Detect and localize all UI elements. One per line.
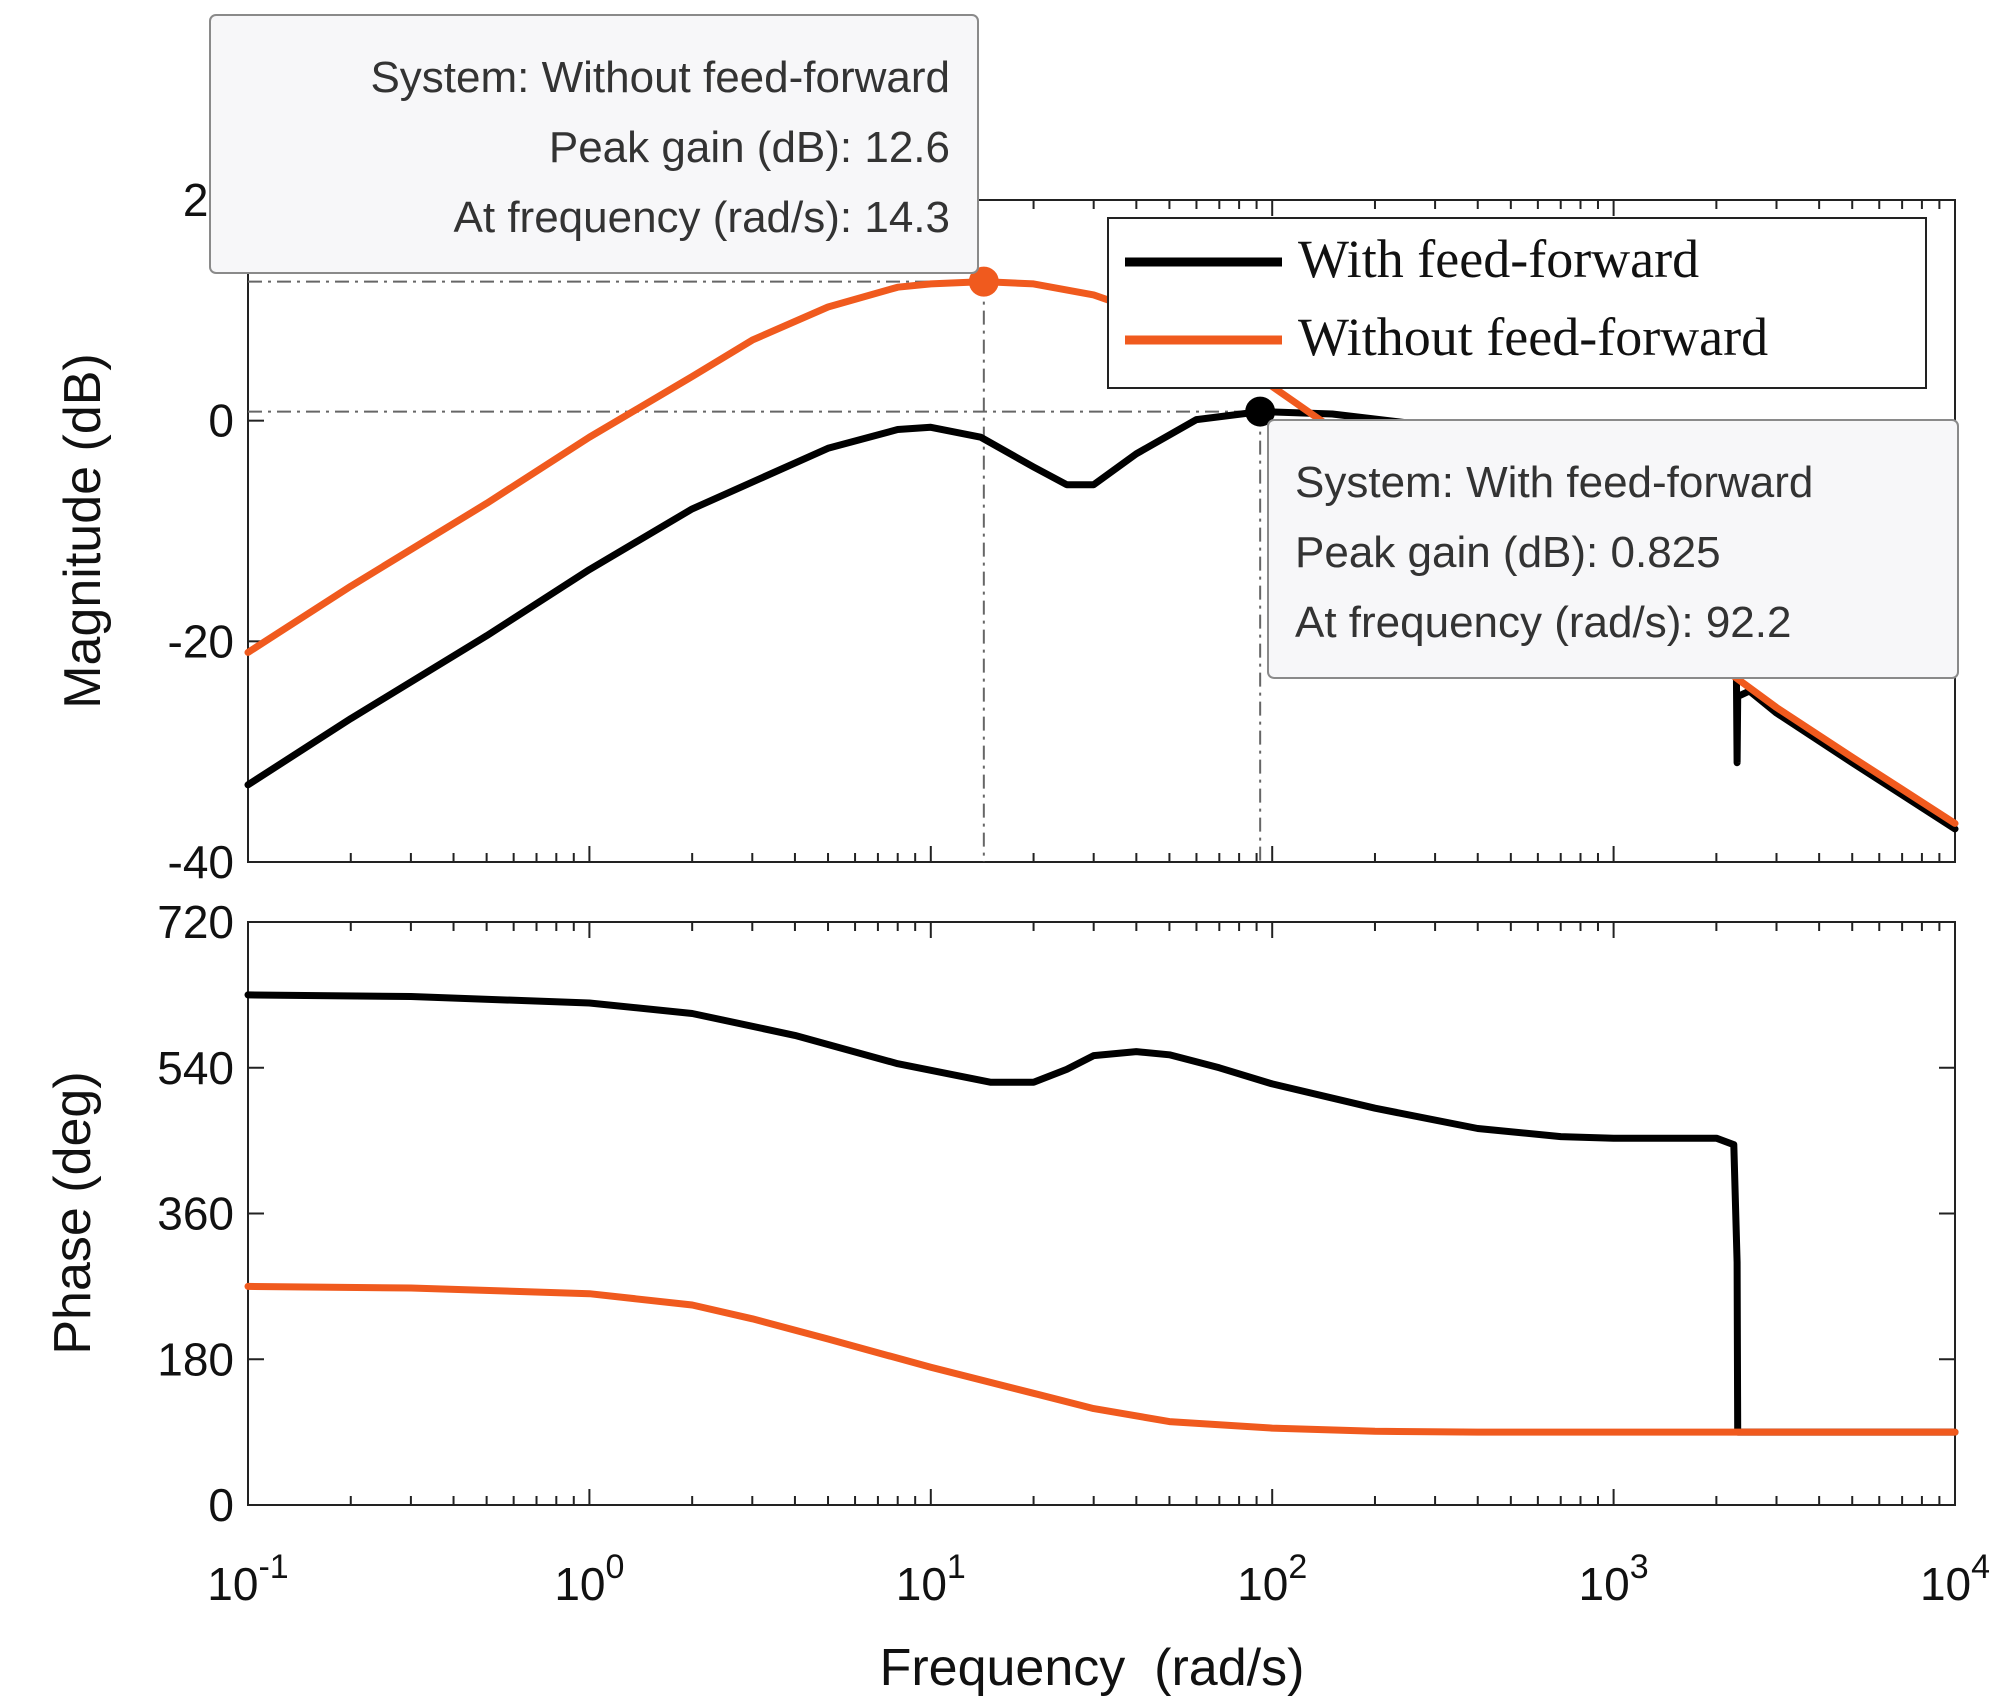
phase-x-tick-marks bbox=[247, 922, 1941, 1505]
datatip-frequency-label: At frequency (rad/s): 92.2 bbox=[1295, 598, 1791, 647]
datatip-frequency-label: At frequency (rad/s): 14.3 bbox=[454, 193, 950, 242]
legend-label-with-ff: With feed-forward bbox=[1298, 229, 1699, 289]
phase-series bbox=[244, 991, 1959, 1436]
datatip-peak-gain-label: Peak gain (dB): 12.6 bbox=[549, 123, 950, 172]
datatip-box bbox=[209, 14, 979, 274]
x-tick-label: 102 bbox=[1237, 1548, 1307, 1610]
legend-box bbox=[1107, 217, 1927, 389]
y-tick-label: 0 bbox=[208, 1479, 234, 1531]
y-tick-label: 0 bbox=[208, 395, 234, 447]
peak-markers bbox=[968, 266, 1276, 427]
magnitude-y-axis-label: Magnitude (dB) bbox=[54, 353, 112, 709]
series-line-with-feed-forward bbox=[244, 991, 1959, 1436]
datatip-without-feed-forward[interactable]: System: Without feed-forward Peak gain (… bbox=[209, 14, 979, 274]
legend-label-without-ff: Without feed-forward bbox=[1298, 307, 1768, 367]
legend: With feed-forward Without feed-forward bbox=[1107, 217, 1927, 389]
series-line-without-feed-forward bbox=[244, 1282, 1959, 1436]
x-tick-label: 103 bbox=[1579, 1548, 1649, 1610]
y-tick-label: -40 bbox=[168, 836, 234, 888]
phase-axes-frame bbox=[247, 921, 1956, 1506]
datatip-system-label: System: Without feed-forward bbox=[370, 53, 950, 102]
y-tick-label: 180 bbox=[157, 1333, 234, 1385]
phase-y-axis-label: Phase (deg) bbox=[44, 1071, 102, 1354]
datatip-system-label: System: With feed-forward bbox=[1295, 458, 1813, 507]
series-line-with-feed-forward bbox=[244, 408, 1959, 833]
x-tick-label: 104 bbox=[1920, 1548, 1990, 1610]
datatip-peak-gain-label: Peak gain (dB): 0.825 bbox=[1295, 528, 1721, 577]
y-tick-label: 540 bbox=[157, 1042, 234, 1094]
datatip-box bbox=[1267, 419, 1959, 679]
x-axis-label: Frequency (rad/s) bbox=[880, 1639, 1305, 1697]
phase-y-ticks: 0 180 360 540 720 bbox=[157, 896, 1955, 1531]
phase-panel: 0 180 360 540 720 10-1 100 101 102 103 104 Phase … bbox=[44, 896, 1990, 1697]
x-tick-labels: 10-1 100 101 102 103 104 bbox=[207, 1548, 1990, 1610]
peak-marker bbox=[1245, 396, 1276, 427]
x-tick-label: 101 bbox=[896, 1548, 966, 1610]
datatip-with-feed-forward[interactable]: System: With feed-forward Peak gain (dB)… bbox=[1267, 419, 1959, 679]
y-tick-label: 360 bbox=[157, 1188, 234, 1240]
x-tick-label: 10-1 bbox=[207, 1548, 288, 1610]
y-tick-label: -20 bbox=[168, 615, 234, 667]
x-tick-label: 100 bbox=[554, 1548, 624, 1610]
peak-marker bbox=[968, 266, 999, 297]
peak-guide-lines bbox=[248, 280, 1262, 862]
y-tick-label: 720 bbox=[157, 896, 234, 948]
